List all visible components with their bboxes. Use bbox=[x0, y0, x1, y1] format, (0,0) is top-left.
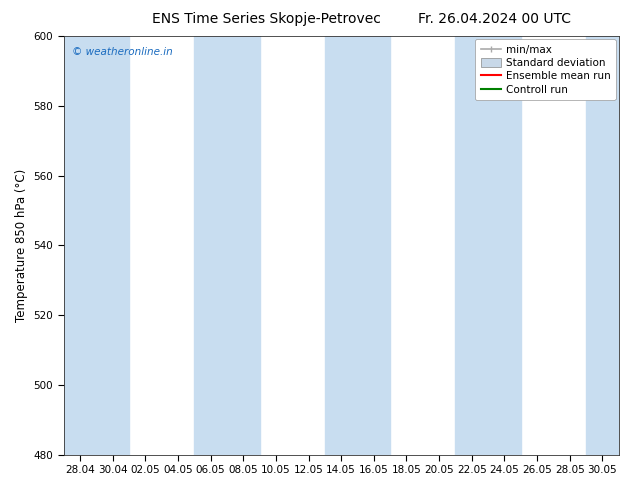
Bar bbox=[488, 36, 521, 455]
Bar bbox=[96, 36, 129, 455]
Bar bbox=[358, 36, 390, 455]
Bar bbox=[455, 36, 488, 455]
Text: ENS Time Series Skopje-Petrovec: ENS Time Series Skopje-Petrovec bbox=[152, 12, 381, 26]
Y-axis label: Temperature 850 hPa (°C): Temperature 850 hPa (°C) bbox=[15, 169, 28, 322]
Bar bbox=[325, 36, 358, 455]
Bar bbox=[227, 36, 259, 455]
Text: © weatheronline.in: © weatheronline.in bbox=[72, 47, 173, 57]
Bar bbox=[586, 36, 619, 455]
Text: Fr. 26.04.2024 00 UTC: Fr. 26.04.2024 00 UTC bbox=[418, 12, 571, 26]
Bar bbox=[64, 36, 96, 455]
Legend: min/max, Standard deviation, Ensemble mean run, Controll run: min/max, Standard deviation, Ensemble me… bbox=[476, 39, 616, 100]
Bar bbox=[194, 36, 227, 455]
